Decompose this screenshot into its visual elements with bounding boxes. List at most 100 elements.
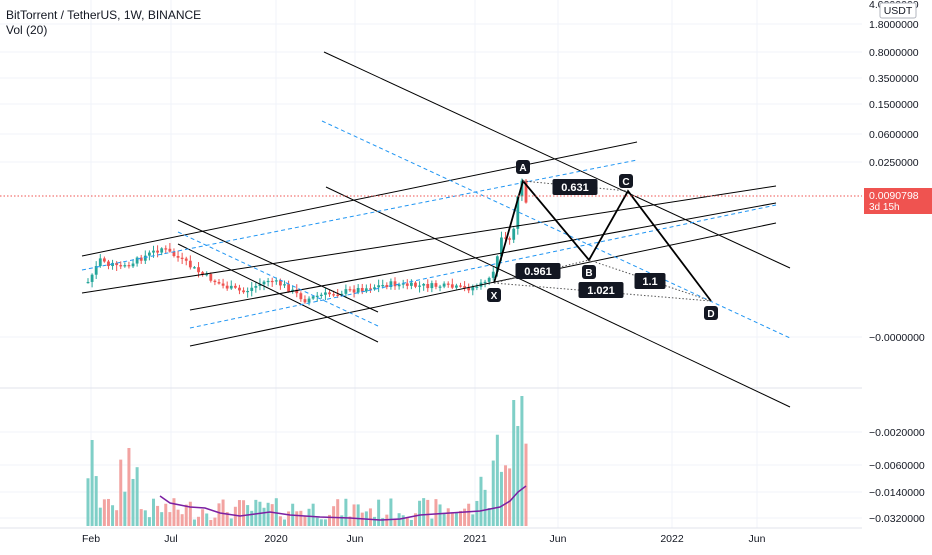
channel-line	[177, 243, 379, 343]
volume-bar	[434, 499, 438, 526]
candle-body	[491, 271, 495, 278]
volume-bar	[164, 503, 168, 526]
candle-body	[98, 258, 102, 267]
volume-bar	[180, 514, 184, 526]
volume-bar	[524, 443, 528, 526]
volume-bar	[139, 509, 143, 526]
volume-bar	[393, 518, 397, 526]
symbol-title[interactable]: BitTorrent / TetherUS, 1W, BINANCE	[6, 8, 202, 22]
candle-body	[442, 283, 446, 287]
candle-body	[188, 260, 192, 268]
candle-body	[90, 274, 94, 282]
volume-bar	[295, 511, 299, 526]
ratio-label: 0.631	[561, 182, 589, 194]
candle-body	[209, 274, 213, 281]
candle-body	[450, 284, 454, 288]
volume-bar	[368, 508, 372, 526]
volume-bar	[311, 503, 315, 526]
volume-bar	[381, 518, 385, 526]
ratio-label-bg	[552, 179, 598, 195]
candle-body	[319, 294, 323, 296]
candle-body	[426, 284, 430, 289]
candle-body	[422, 284, 426, 286]
candle-body	[254, 285, 258, 288]
volume-bar	[409, 519, 413, 526]
candle-body	[467, 287, 471, 291]
candle-body	[360, 287, 364, 292]
candle-body	[381, 285, 385, 287]
candle-body	[418, 285, 421, 287]
candle-body	[201, 272, 205, 275]
volume-bar	[287, 511, 291, 526]
candle-body	[213, 280, 217, 283]
pattern-point-label: A	[519, 163, 526, 174]
candle-body	[205, 274, 209, 276]
volume-bar	[106, 498, 110, 526]
time-tick-label: Feb	[82, 533, 100, 545]
candle-body	[364, 288, 368, 292]
volume-bar	[430, 518, 434, 526]
volume-bar	[147, 517, 151, 526]
price-axis-bg	[862, 0, 932, 550]
volume-bar	[270, 504, 274, 526]
candle-body	[94, 266, 98, 275]
candle-body	[229, 285, 233, 289]
candle-body	[270, 280, 274, 283]
candle-body	[86, 281, 90, 284]
candle-body	[389, 281, 393, 287]
volume-bar	[135, 467, 139, 526]
price-tick-label: 0.1500000	[869, 99, 919, 111]
volume-bar	[377, 499, 381, 526]
pattern-point-label: D	[707, 309, 714, 320]
volume-pane	[86, 396, 528, 526]
volume-bar	[479, 476, 483, 526]
volume-ma-line	[159, 485, 527, 521]
candle-body	[193, 267, 196, 269]
volume-bar	[512, 400, 516, 526]
candle-body	[463, 286, 466, 288]
candle-body	[287, 284, 290, 292]
volume-bar	[225, 512, 229, 526]
volume-bar	[94, 476, 98, 526]
candle-body	[172, 251, 176, 257]
time-tick-label: Jun	[550, 533, 567, 545]
volume-bar	[237, 500, 241, 526]
volume-bar	[299, 510, 303, 526]
volume-bar	[495, 434, 499, 526]
candle-body	[197, 267, 200, 273]
candle-body	[324, 292, 327, 295]
volume-bar	[123, 491, 127, 526]
candle-body	[483, 281, 487, 284]
volume-bar	[192, 519, 196, 526]
candle-body	[168, 248, 172, 252]
volume-bar	[344, 498, 348, 526]
volume-bar	[172, 498, 176, 526]
volume-tick-label: −0.0020000	[869, 427, 925, 439]
volume-bar	[307, 508, 311, 526]
price-tick-label: 0.8000000	[869, 47, 919, 59]
candle-body	[119, 265, 123, 267]
candle-body	[111, 262, 114, 267]
volume-indicator-label[interactable]: Vol (20)	[6, 23, 48, 37]
volume-bar	[131, 478, 135, 526]
volume-bar	[450, 512, 454, 526]
candle-body	[291, 289, 295, 292]
channel-midline	[81, 159, 638, 271]
candle-body	[328, 292, 331, 295]
volume-bar	[446, 508, 450, 526]
volume-bar	[315, 517, 319, 526]
ratio-line	[493, 259, 590, 284]
candle-body	[348, 289, 352, 291]
volume-bar	[274, 498, 278, 526]
last-price-badge	[864, 188, 932, 214]
price-tick-label: 0.0250000	[869, 157, 919, 169]
candle-body	[356, 287, 360, 293]
candle-body	[414, 282, 417, 287]
volume-bar	[454, 512, 458, 526]
candle-body	[156, 250, 159, 253]
candle-body	[311, 296, 315, 299]
volume-bar	[156, 505, 160, 526]
volume-bar	[160, 512, 164, 526]
